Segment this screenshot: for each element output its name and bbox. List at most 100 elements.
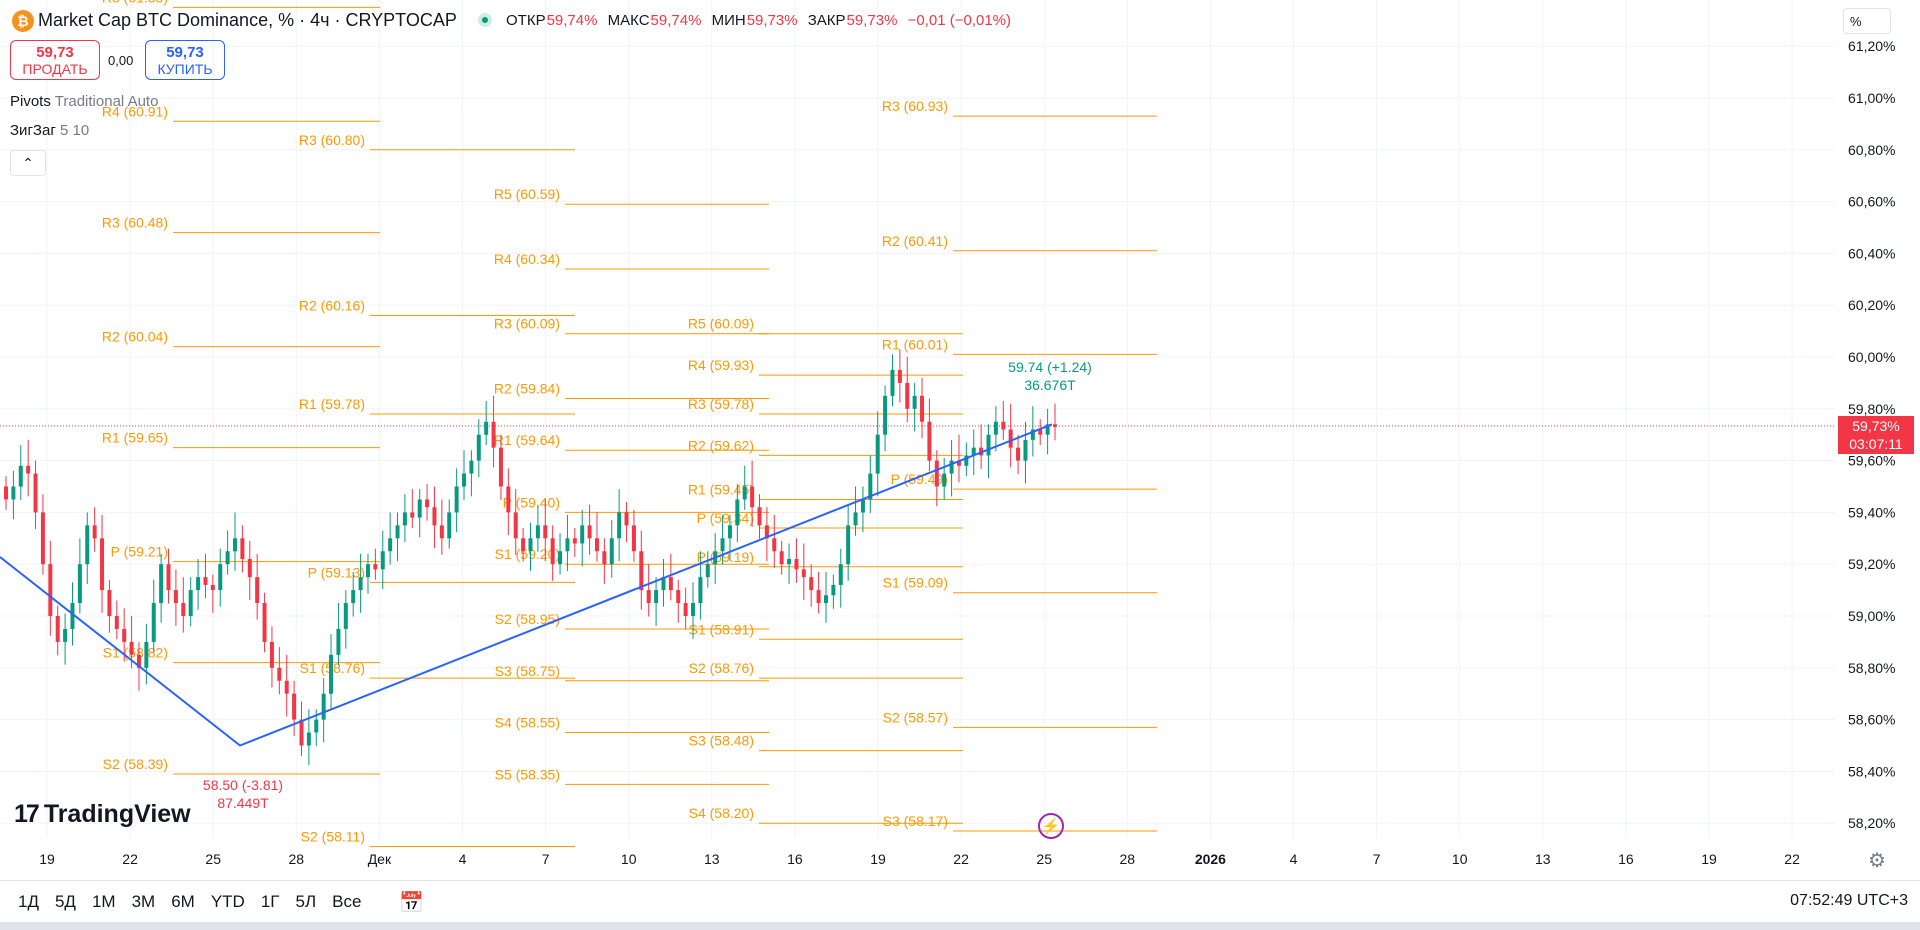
calendar-icon[interactable]: 📅	[399, 891, 425, 914]
symbol-title[interactable]: Market Cap BTC Dominance, % · 4ч · CRYPT…	[38, 10, 457, 30]
x-tick-label: 10	[1452, 851, 1468, 867]
x-tick-label: 22	[953, 851, 969, 867]
indicator-params: Traditional Auto	[54, 93, 159, 110]
pivot-label: S3 (58.17)	[883, 813, 948, 829]
range-5y[interactable]: 5Л	[295, 892, 317, 911]
buy-button[interactable]: 59,73 КУПИТЬ	[145, 40, 225, 80]
candle	[764, 507, 769, 562]
candle	[727, 514, 732, 562]
candle	[683, 587, 688, 630]
lightning-icon[interactable]: ⚡	[1038, 813, 1064, 839]
y-tick-label: 60,00%	[1848, 349, 1895, 365]
candle	[240, 525, 245, 573]
candle	[513, 489, 518, 555]
candle	[735, 483, 740, 542]
y-tick-label: 60,80%	[1848, 142, 1895, 158]
range-1m[interactable]: 1М	[91, 892, 116, 911]
indicator-zigzag[interactable]: ЗигЗаг 5 10	[10, 122, 89, 139]
candle	[506, 468, 511, 536]
x-tick-label: 16	[787, 851, 803, 867]
collapse-legend-button[interactable]: ⌃	[10, 150, 46, 176]
candle	[956, 434, 961, 483]
candle	[402, 494, 407, 542]
range-1y[interactable]: 1Г	[260, 892, 280, 911]
candle	[107, 579, 112, 633]
candle	[838, 548, 843, 608]
pivot-label: R3 (60.80)	[299, 132, 365, 148]
zigzag-high-price: 59.74 (+1.24)	[1008, 359, 1092, 375]
candle	[521, 527, 526, 562]
candle	[48, 540, 53, 636]
x-tick-label: 22	[1784, 851, 1800, 867]
candle	[868, 455, 873, 513]
y-tick-label: 61,20%	[1848, 38, 1895, 54]
candle	[979, 424, 984, 469]
candle	[1008, 403, 1013, 468]
indicator-pivots[interactable]: Pivots Traditional Auto	[10, 93, 158, 110]
candle	[114, 600, 119, 640]
x-tick-label: 28	[1120, 851, 1136, 867]
pivot-label: R3 (60.48)	[102, 215, 168, 231]
candle	[358, 553, 363, 613]
ohlc-open-value: 59,74%	[546, 12, 598, 29]
ohlc-close-value: 59,73%	[846, 12, 898, 29]
candle	[1045, 408, 1050, 455]
pivot-label: R1 (59.78)	[299, 396, 365, 412]
pivot-label: P (59.13)	[308, 564, 365, 580]
candle	[210, 574, 215, 613]
gear-icon[interactable]: ⚙	[1868, 850, 1886, 872]
candle	[277, 647, 282, 695]
candle	[823, 571, 828, 623]
candle	[809, 564, 814, 607]
candle	[528, 522, 533, 571]
y-tick-label: 59,80%	[1848, 401, 1895, 417]
range-1d[interactable]: 1Д	[18, 892, 39, 911]
indicator-name: Pivots	[10, 93, 51, 110]
pivot-label: R3 (60.09)	[494, 316, 560, 332]
range-3m[interactable]: 3М	[131, 892, 156, 911]
candle	[365, 553, 370, 594]
range-ytd[interactable]: YTD	[210, 892, 245, 911]
y-tick-label: 60,40%	[1848, 245, 1895, 261]
candle	[816, 571, 821, 614]
y-tick-label: 59,40%	[1848, 504, 1895, 520]
candle	[860, 486, 865, 533]
x-tick-label: Дек	[368, 851, 392, 867]
range-5d[interactable]: 5Д	[54, 892, 76, 911]
pivot-label: S4 (58.55)	[495, 715, 560, 731]
x-tick-label: 7	[542, 851, 550, 867]
candle	[543, 499, 548, 562]
candle	[772, 514, 777, 568]
candle	[875, 411, 880, 497]
x-tick-label: 16	[1618, 851, 1634, 867]
sell-button[interactable]: 59,73 ПРОДАТЬ	[10, 40, 100, 80]
price-scale-unit[interactable]: %	[1843, 8, 1891, 34]
candle	[631, 509, 636, 562]
pivot-label: S2 (58.76)	[689, 660, 754, 676]
candle	[395, 512, 400, 562]
range-all[interactable]: Все	[332, 892, 362, 911]
tradingview-logo[interactable]: 17 TradingView	[14, 800, 191, 829]
x-tick-label: 22	[122, 851, 138, 867]
candle	[122, 608, 127, 662]
price-chart[interactable]: R5 (61.35) R4 (60.91) R3 (60.48) R2 (60.04)…	[0, 0, 1920, 880]
y-tick-label: 58,20%	[1848, 815, 1895, 831]
pivot-label: S5 (58.35)	[495, 766, 560, 782]
candle	[846, 504, 851, 581]
clock[interactable]: 07:52:49 UTC+3	[1790, 892, 1908, 909]
candle	[255, 553, 260, 620]
pivot-label: R1 (59.64)	[494, 432, 560, 448]
candle	[639, 530, 644, 610]
candle	[1023, 421, 1028, 484]
candle	[447, 499, 452, 549]
pivot-label: R2 (60.41)	[882, 233, 948, 249]
pivot-label: R4 (60.91)	[102, 103, 168, 119]
pivot-label: R5 (61.35)	[102, 0, 168, 5]
candle	[373, 548, 378, 580]
candle	[11, 470, 16, 520]
candle	[609, 520, 614, 578]
pivot-label: S1 (59.09)	[883, 575, 948, 591]
market-status-icon[interactable]	[478, 13, 492, 27]
candle	[292, 680, 297, 737]
range-6m[interactable]: 6М	[171, 892, 195, 911]
